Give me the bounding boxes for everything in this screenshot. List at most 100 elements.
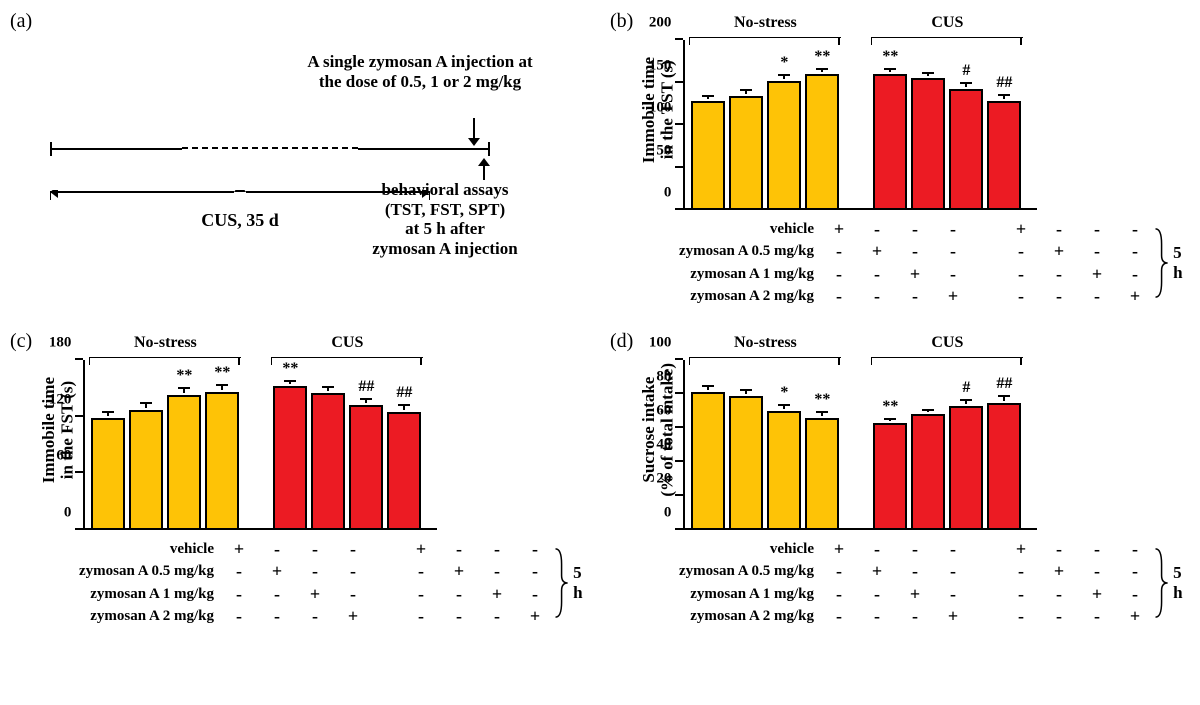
error-bar [889,68,891,72]
error-bar [745,389,747,394]
significance-marker: # [962,62,970,80]
bar: ## [387,412,421,530]
treatment-marker: - [934,219,972,240]
treatment-row-label: zymosan A 2 mg/kg [40,608,220,625]
error-bar [889,418,891,421]
bar: # [949,89,983,210]
treatment-marker: - [296,539,334,560]
treatment-marker: + [896,264,934,285]
bar [911,78,945,210]
timeline-bar [50,148,490,150]
group-label: CUS [871,14,1023,32]
treatment-marker: - [934,241,972,262]
panel-d: (d) Sucrose intake(% of total intake)020… [610,330,1190,628]
treatment-row-label: zymosan A 0.5 mg/kg [640,243,820,260]
panel-a: (a) A single zymosan A injection atthe d… [10,10,590,320]
bar [729,396,763,530]
bar: ** [205,392,239,530]
treatment-marker: + [1040,241,1078,262]
treatment-marker: - [258,539,296,560]
treatment-marker: + [1078,264,1116,285]
error-bar [107,411,109,416]
treatment-marker: - [896,539,934,560]
treatment-marker: - [896,561,934,582]
treatment-marker: - [858,219,896,240]
bar [691,101,725,210]
group-bracket [689,354,841,372]
treatment-marker: - [1078,241,1116,262]
treatment-marker: + [478,584,516,605]
treatment-marker: - [1002,264,1040,285]
treatment-marker: - [402,561,440,582]
significance-marker: ** [882,398,898,416]
treatment-marker: - [220,584,258,605]
significance-marker: ## [996,375,1012,393]
plot-area: 020406080100No-stressCUS*****### [683,330,1037,530]
treatment-marker: - [1040,286,1078,307]
treatment-marker: - [516,539,554,560]
bar: ** [805,74,839,210]
treatment-marker: - [1002,561,1040,582]
treatment-row-label: vehicle [40,541,220,558]
treatment-marker: - [402,606,440,627]
down-arrow-icon [466,118,482,151]
treatment-marker: - [220,606,258,627]
treatment-marker: - [858,539,896,560]
bar: * [767,411,801,530]
treatment-marker: + [440,561,478,582]
y-tick-label: 0 [64,505,72,522]
bar: ## [987,101,1021,210]
chart-d: Sucrose intake(% of total intake)0204060… [610,330,1190,628]
treatment-marker: - [1002,241,1040,262]
error-bar [221,384,223,391]
bar [729,96,763,210]
treatment-marker: + [820,219,858,240]
group-label: No-stress [89,334,241,352]
error-bar [965,82,967,87]
treatment-marker: - [478,561,516,582]
treatment-marker: - [1040,584,1078,605]
treatment-marker: - [896,219,934,240]
group-label: No-stress [689,334,841,352]
treatment-marker: - [1116,264,1154,285]
significance-marker: ## [358,378,374,396]
treatment-marker: - [820,561,858,582]
significance-marker: ** [814,391,830,409]
treatment-marker: + [1002,219,1040,240]
treatment-marker: - [402,584,440,605]
bar [91,418,125,530]
treatment-marker: - [1116,561,1154,582]
bar: ** [873,423,907,530]
y-tick-label: 60 [56,448,71,465]
y-tick-label: 0 [664,505,672,522]
treatment-marker: - [820,606,858,627]
treatment-marker: + [1116,286,1154,307]
error-bar [821,68,823,72]
y-tick-label: 150 [649,57,672,74]
treatment-marker: - [820,584,858,605]
group-label: CUS [271,334,423,352]
panel-b: (b) Immobile timein the TST (s)050100150… [610,10,1190,320]
error-bar [783,74,785,79]
error-bar [1003,94,1005,99]
treatment-marker: - [934,561,972,582]
treatment-row-label: zymosan A 0.5 mg/kg [40,563,220,580]
y-tick-label: 40 [656,437,671,454]
treatment-marker: + [220,539,258,560]
treatment-marker: - [1078,561,1116,582]
treatment-marker: - [1116,219,1154,240]
chart-c: Immobile timein the FST (s)060120180No-s… [10,330,590,628]
error-bar [327,386,329,391]
bar: * [767,81,801,210]
group-bracket [871,354,1023,372]
significance-marker: # [962,379,970,397]
y-tick-label: 0 [664,185,672,202]
treatment-marker: - [334,539,372,560]
group-label: CUS [871,334,1023,352]
error-bar [821,411,823,416]
plot-area: 060120180No-stressCUS******#### [83,330,437,530]
treatment-marker: - [440,606,478,627]
error-bar [707,385,709,390]
treatment-marker: - [1116,241,1154,262]
y-tick-label: 120 [49,391,72,408]
